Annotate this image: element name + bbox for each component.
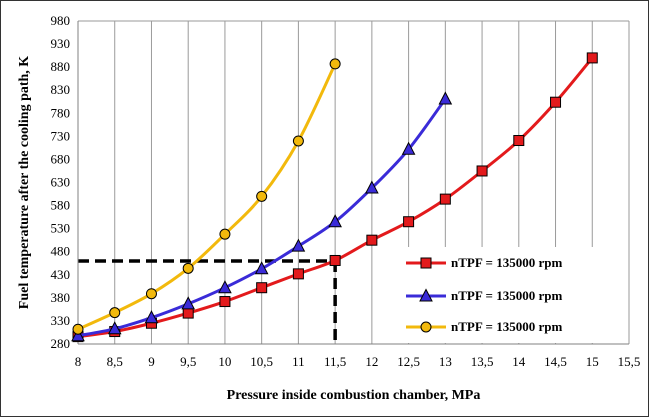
y-axis-title: Fuel temperature after the cooling path,… — [17, 56, 32, 309]
data-point-circle — [109, 307, 121, 319]
x-tick-labels: 8 8,5 9 9,5 10 10,5 11 11,5 12 12,5 13 13,5 14 14,5 15… — [75, 354, 641, 369]
data-point-circle — [182, 262, 194, 274]
data-point-triangle — [71, 328, 85, 342]
x-axis-title: Pressure inside combustion chamber, MPa — [227, 388, 481, 403]
series-group — [71, 52, 598, 343]
y-tick-label: 580 — [51, 198, 71, 213]
data-point-square — [550, 96, 562, 108]
y-tick-label: 880 — [51, 59, 71, 74]
data-point-circle — [292, 135, 304, 147]
data-point-triangle — [291, 238, 306, 252]
data-point-square — [182, 307, 194, 319]
data-point-square — [329, 254, 341, 266]
y-tick-label: 630 — [51, 175, 71, 190]
data-point-circle — [72, 323, 84, 335]
data-point-circle — [145, 288, 157, 300]
data-point-square — [292, 268, 304, 280]
x-tick-label: 13 — [439, 354, 452, 369]
x-tick-label: 10 — [218, 354, 231, 369]
legend-marker-square — [420, 257, 432, 269]
y-tick-label: 980 — [51, 13, 71, 28]
series-triangle — [71, 91, 453, 342]
data-point-square — [586, 52, 598, 64]
data-point-triangle — [107, 321, 122, 335]
data-point-triangle — [144, 310, 159, 324]
dashed-annotation — [78, 259, 337, 344]
data-point-triangle — [365, 180, 379, 194]
legend-label: nTPF = 135000 rpm — [451, 255, 562, 270]
legend-label: nTPF = 135000 rpm — [451, 319, 562, 334]
y-tick-label: 380 — [51, 290, 71, 305]
x-tick-label: 10,5 — [250, 354, 273, 369]
data-point-triangle — [328, 214, 342, 228]
y-tick-label: 730 — [51, 128, 71, 143]
data-point-square — [476, 165, 488, 177]
y-tick-label: 330 — [51, 313, 71, 328]
x-tick-label: 9,5 — [180, 354, 196, 369]
y-tick-labels: 280 330 380 430 480 530 580 630 680 730 780 830 880 9… — [51, 13, 71, 351]
x-tick-label: 12,5 — [397, 354, 420, 369]
y-tick-label: 780 — [51, 105, 71, 120]
x-tick-label: 12 — [365, 354, 378, 369]
axes — [77, 21, 629, 345]
legend-item: nTPF = 135000 rpm — [406, 288, 562, 303]
series-line — [77, 63, 337, 331]
data-point-square — [219, 296, 231, 308]
data-point-square — [439, 193, 451, 205]
legend-label: nTPF = 135000 rpm — [451, 288, 562, 303]
x-tick-label: 14 — [512, 354, 526, 369]
y-tick-label: 280 — [51, 336, 71, 351]
y-tick-label: 480 — [51, 244, 71, 259]
x-tick-label: 8,5 — [107, 354, 123, 369]
legend-item: nTPF = 135000 rpm — [406, 255, 562, 270]
data-point-triangle — [438, 91, 453, 105]
data-point-triangle — [218, 280, 232, 294]
y-tick-label: 530 — [51, 221, 71, 236]
data-point-square — [513, 135, 525, 147]
data-point-circle — [256, 190, 268, 202]
data-point-circle — [329, 58, 341, 70]
x-tick-label: 11,5 — [324, 354, 346, 369]
x-tick-label: 8 — [75, 354, 82, 369]
data-point-circle — [219, 228, 231, 240]
y-tick-label: 830 — [51, 82, 71, 97]
legend-marker-triangle — [419, 288, 433, 302]
data-point-triangle — [401, 141, 416, 155]
data-point-square — [403, 216, 415, 228]
data-point-square — [366, 234, 378, 246]
data-point-square — [256, 282, 268, 294]
x-tick-label: 13,5 — [471, 354, 494, 369]
y-tick-label: 680 — [51, 151, 71, 166]
series-circle — [72, 58, 341, 335]
data-point-triangle — [254, 261, 269, 275]
legend-marker-circle — [420, 321, 432, 333]
legend: nTPF = 135000 rpm nTPF = 135000 rpm nTPF =… — [396, 247, 618, 343]
x-tick-label: 9 — [148, 354, 155, 369]
x-tick-label: 15,5 — [618, 354, 641, 369]
legend-item: nTPF = 135000 rpm — [406, 319, 562, 334]
y-tick-label: 430 — [51, 267, 71, 282]
data-point-triangle — [181, 296, 196, 310]
y-tick-label: 930 — [51, 36, 71, 51]
x-tick-label: 15 — [586, 354, 599, 369]
x-tick-label: 11 — [292, 354, 305, 369]
x-tick-label: 14,5 — [544, 354, 567, 369]
